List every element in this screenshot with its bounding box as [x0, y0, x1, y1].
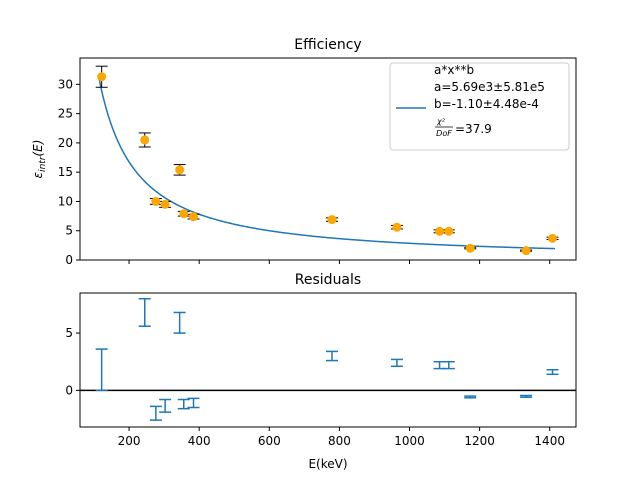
- efficiency-point: [435, 226, 445, 236]
- efficiency-ytick-label: 25: [58, 107, 73, 121]
- residuals-xtick-label: 800: [328, 434, 351, 448]
- efficiency-ytick-label: 0: [65, 253, 73, 267]
- efficiency-point: [521, 246, 531, 256]
- efficiency-axes-content: 0 5 10 15 20 25 30: [58, 65, 559, 267]
- residuals-ytick-label: 0: [65, 383, 73, 397]
- legend-chi-value: =37.9: [455, 122, 492, 136]
- residuals-axes-content: 0 5 200 400 600 800 1000 1200 1400: [65, 297, 576, 448]
- residuals-xtick-label: 200: [118, 434, 141, 448]
- legend-model: a*x**b: [434, 63, 474, 77]
- efficiency-point: [444, 226, 454, 236]
- efficiency-point: [151, 196, 161, 206]
- efficiency-point: [392, 222, 402, 232]
- efficiency-ytick-label: 10: [58, 194, 73, 208]
- residual-errorbar: [187, 397, 200, 409]
- residuals-xtick-label: 600: [258, 434, 281, 448]
- legend-chi-numerator: χ²: [436, 117, 446, 126]
- residual-errorbar: [159, 398, 172, 413]
- efficiency-plot-frame: [79, 57, 577, 261]
- efficiency-point: [140, 135, 150, 145]
- efficiency-point: [465, 243, 475, 253]
- residuals-plot-frame: [79, 292, 577, 428]
- residual-errorbar: [442, 360, 455, 370]
- residuals-xtick-label: 1000: [394, 434, 425, 448]
- residual-errorbar: [177, 398, 190, 410]
- residuals-xtick-label: 400: [188, 434, 211, 448]
- legend-param-b: b=-1.10±4.48e-4: [434, 97, 539, 111]
- residual-errorbar: [149, 405, 162, 421]
- efficiency-point: [175, 165, 185, 175]
- efficiency-point: [548, 233, 558, 243]
- residual-errorbar: [433, 360, 446, 370]
- legend-box: [389, 62, 570, 151]
- residual-errorbar: [546, 368, 559, 376]
- efficiency-point: [327, 215, 337, 225]
- residuals-xlabel: E(keV): [308, 457, 347, 471]
- residuals-xtick-label: 1200: [464, 434, 495, 448]
- residuals-panel: Residuals 0 5 200 400 600 800 1000 1200 1400 E(k…: [65, 272, 577, 471]
- legend-chi-denominator: DoF: [436, 129, 452, 138]
- legend: a*x**b a=5.69e3±5.81e5 b=-1.10±4.48e-4 χ…: [389, 62, 570, 151]
- residual-errorbar: [173, 311, 186, 334]
- residual-errorbar: [390, 358, 403, 368]
- efficiency-title: Efficiency: [294, 37, 361, 53]
- efficiency-point: [179, 209, 189, 219]
- residual-errorbar: [325, 350, 338, 362]
- residuals-ytick-label: 5: [65, 326, 73, 340]
- residual-errorbar: [520, 394, 533, 398]
- residual-errorbar: [464, 395, 477, 399]
- efficiency-ytick-label: 15: [58, 165, 73, 179]
- efficiency-point: [97, 72, 107, 82]
- fit-curve: [98, 79, 555, 250]
- legend-param-a: a=5.69e3±5.81e5: [434, 80, 545, 94]
- efficiency-point: [160, 199, 170, 209]
- residuals-title: Residuals: [295, 272, 361, 288]
- efficiency-ytick-label: 5: [65, 224, 73, 238]
- residuals-xtick-label: 1400: [534, 434, 565, 448]
- efficiency-point: [189, 212, 199, 222]
- efficiency-ytick-label: 30: [58, 77, 73, 91]
- efficiency-panel: Efficiency 0 5 10 15 20 25 30 εintr(E) a*x**b …: [31, 37, 577, 267]
- efficiency-ylabel: εintr(E): [31, 140, 48, 179]
- efficiency-ytick-label: 20: [58, 136, 73, 150]
- residual-errorbar: [138, 297, 151, 327]
- residual-errorbar: [95, 348, 108, 392]
